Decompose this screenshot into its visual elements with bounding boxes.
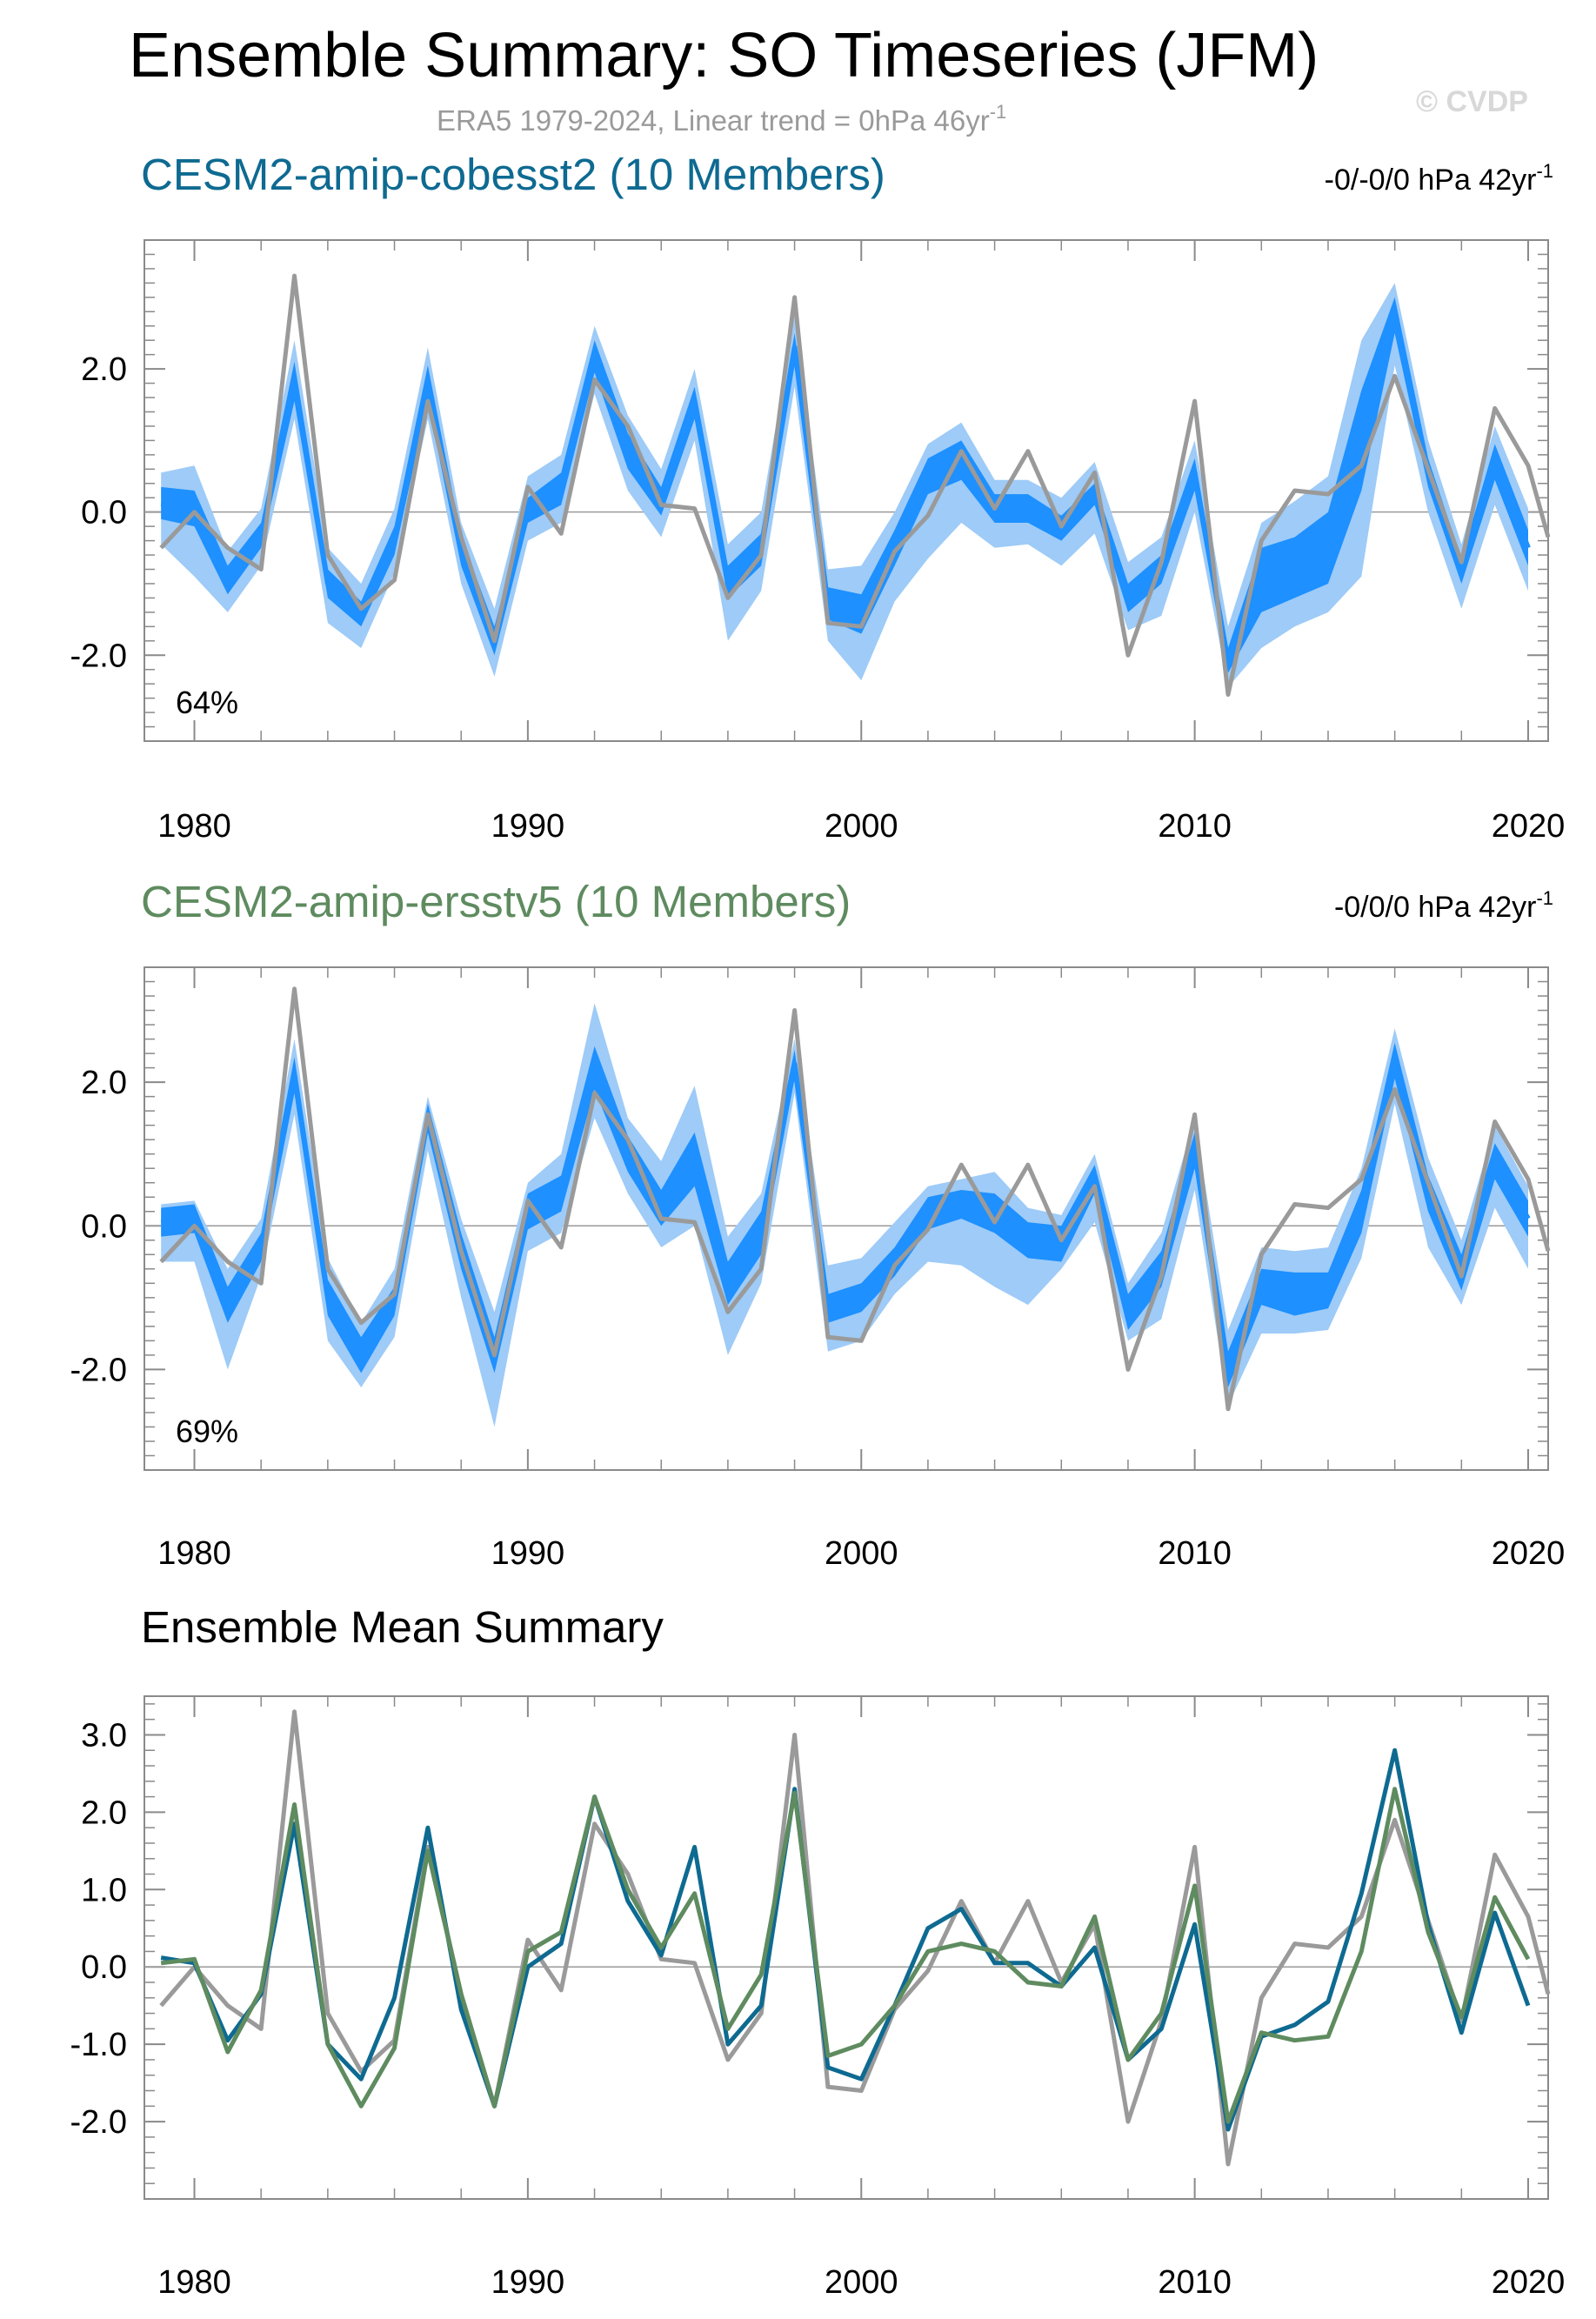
chart-1-trend-text: -0/0/0 hPa 42yr: [1334, 891, 1536, 924]
chart-1-x-tick-label: 2000: [825, 1535, 898, 1572]
figure-title: Ensemble Summary: SO Timeseries (JFM): [129, 21, 1319, 90]
figure-subtitle: ERA5 1979-2024, Linear trend = 0hPa 46yr…: [437, 101, 1006, 137]
chart-2-x-tick-label: 1980: [157, 2264, 231, 2301]
chart-2-y-tick-label: -2.0: [70, 2104, 127, 2141]
chart-2-y-tick-label: 3.0: [81, 1717, 127, 1754]
figure-subtitle-text: ERA5 1979-2024, Linear trend = 0hPa 46yr: [437, 104, 990, 137]
figure-subtitle-superscript: -1: [990, 101, 1007, 123]
chart-2-x-tick-label: 2010: [1158, 2264, 1232, 2301]
chart-1-trend-superscript: -1: [1536, 887, 1553, 909]
cvdp-watermark: © CVDP: [1416, 85, 1528, 118]
chart-1-ensemble-mean-line: [160, 1058, 1531, 1373]
chart-0-ensemble-mean-line: [160, 309, 1531, 665]
chart-0-trend-text: -0/-0/0 hPa 42yr: [1325, 164, 1537, 197]
chart-1-x-tick-label: 2020: [1492, 1535, 1566, 1572]
chart-2-y-tick-label: 2.0: [81, 1794, 127, 1831]
chart-1-y-tick-label: -2.0: [70, 1352, 127, 1388]
chart-1-x-tick-label: 1990: [491, 1535, 565, 1572]
chart-0-trend-label: -0/-0/0 hPa 42yr-1: [1325, 160, 1553, 197]
chart-1-y-tick-label: 2.0: [81, 1065, 127, 1101]
chart-0-x-tick-label: 1990: [491, 808, 565, 845]
panel-ersstv5: CESM2-amip-ersstv5 (10 Members) -0/0/0 hP…: [70, 877, 1566, 1572]
chart-2-y-tick-label: 0.0: [81, 1949, 127, 1986]
chart-0-x-tick-label: 2000: [825, 808, 898, 845]
chart-0-percent-label: 64%: [176, 685, 238, 720]
chart-0-y-tick-label: -2.0: [70, 638, 127, 674]
chart-1-plot-frame: [144, 966, 1549, 1471]
panel-ensemble-mean-summary: Ensemble Mean Summary -2.0 -1.0 0.0 1.0 2.0 3.…: [70, 1602, 1566, 2301]
chart-1-observed-line: [159, 986, 1551, 1412]
chart-0-title: CESM2-amip-cobesst2 (10 Members): [141, 150, 885, 199]
chart-2-series-line-1: [160, 1748, 1531, 2132]
chart-1-x-tick-label: 2010: [1158, 1535, 1232, 1572]
chart-2-y-tick-label: -1.0: [70, 2027, 127, 2063]
panel-cobesst2: CESM2-amip-cobesst2 (10 Members) -0/-0/0 …: [70, 150, 1566, 845]
chart-0-x-tick-label: 1980: [157, 808, 231, 845]
chart-2-series-line-2: [160, 1787, 1531, 2124]
chart-1-x-tick-label: 1980: [157, 1535, 231, 1572]
chart-0-observed-line: [159, 273, 1551, 697]
chart-2-plot-frame: [144, 1695, 1549, 2200]
chart-2-y-tick-label: 1.0: [81, 1872, 127, 1908]
chart-0-y-tick-label: 0.0: [81, 495, 127, 531]
chart-1-title: CESM2-amip-ersstv5 (10 Members): [141, 877, 851, 926]
chart-1-y-tick-label: 0.0: [81, 1208, 127, 1245]
chart-1-trend-label: -0/0/0 hPa 42yr-1: [1334, 887, 1553, 924]
chart-2-x-tick-label: 2020: [1492, 2264, 1566, 2301]
chart-0-outer-spread-band: [161, 283, 1529, 688]
chart-2-x-tick-label: 2000: [825, 2264, 898, 2301]
chart-0-x-tick-label: 2010: [1158, 808, 1232, 845]
chart-0-trend-superscript: -1: [1536, 160, 1553, 182]
chart-0-y-tick-label: 2.0: [81, 351, 127, 388]
chart-0-x-tick-label: 2020: [1492, 808, 1566, 845]
chart-1-inner-spread-band: [161, 1042, 1529, 1387]
chart-2-title: Ensemble Mean Summary: [141, 1602, 664, 1652]
chart-1-percent-label: 69%: [176, 1413, 238, 1449]
chart-2-x-tick-label: 1990: [491, 2264, 565, 2301]
chart-0-plot-frame: [144, 239, 1549, 742]
